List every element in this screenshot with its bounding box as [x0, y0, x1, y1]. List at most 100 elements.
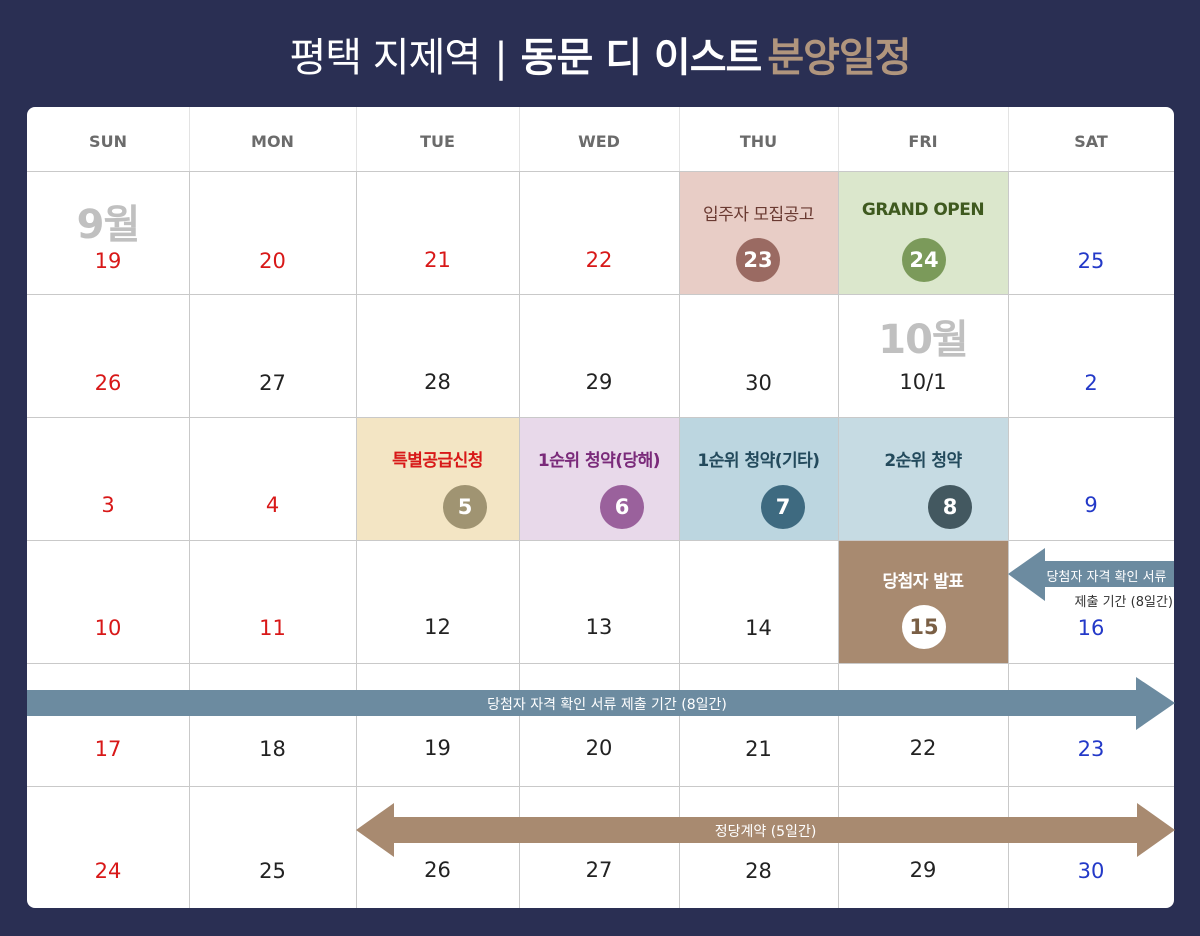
- day-number: 13: [585, 615, 613, 639]
- weekday-thu: THU: [739, 132, 778, 151]
- doc-callout-label: 당첨자 자격 확인 서류: [1046, 570, 1167, 585]
- day-cell[interactable]: 21: [679, 664, 838, 786]
- day-cell[interactable]: 24: [27, 787, 189, 908]
- grid-line: [838, 171, 839, 908]
- day-circle: 24: [902, 238, 946, 282]
- grid-line: [519, 171, 520, 908]
- grid-line: [838, 107, 839, 171]
- weekday-sun: SUN: [89, 132, 127, 151]
- day-cell[interactable]: 29: [519, 295, 679, 417]
- day-cell-grand-open[interactable]: GRAND OPEN 24: [838, 172, 1008, 294]
- grid-line: [189, 107, 190, 171]
- day-number: 3: [101, 493, 115, 517]
- day-cell-special-supply[interactable]: 특별공급신청 5: [356, 418, 519, 540]
- day-cell[interactable]: 20: [519, 664, 679, 786]
- grid-line: [27, 417, 1174, 418]
- day-number: 12: [424, 615, 451, 639]
- event-label-recruit: 입주자 모집공고: [703, 205, 814, 225]
- event-cell-special: [357, 418, 519, 540]
- day-number: 29: [909, 858, 937, 882]
- day-cell-second[interactable]: 2순위 청약 8: [838, 418, 1008, 540]
- title-project: 동문 디 이스트: [520, 35, 763, 81]
- event-cell-first-local: [520, 418, 679, 540]
- day-cell-first-local[interactable]: 1순위 청약(당해) 6: [519, 418, 679, 540]
- day-cell[interactable]: 12: [356, 541, 519, 663]
- day-circle: 23: [736, 238, 780, 282]
- weekday-fri: FRI: [908, 132, 938, 151]
- day-cell[interactable]: 26: [356, 787, 519, 908]
- day-number: 20: [585, 736, 613, 760]
- event-label-winner: 당첨자 발표: [882, 572, 964, 592]
- day-cell[interactable]: 11: [189, 541, 356, 663]
- day-cell[interactable]: 29: [838, 787, 1008, 908]
- day-cell[interactable]: 18: [189, 664, 356, 786]
- day-cell[interactable]: 2: [1008, 295, 1174, 417]
- day-cell[interactable]: 28: [356, 295, 519, 417]
- day-number: 25: [1077, 249, 1105, 273]
- day-cell[interactable]: 28: [679, 787, 838, 908]
- day-number: 21: [424, 248, 451, 272]
- day-cell[interactable]: 10월 10/1: [838, 295, 1008, 417]
- day-number: 9: [1084, 493, 1098, 517]
- month-label-sep: 9월: [76, 202, 141, 248]
- event-cell-first-other: [680, 418, 838, 540]
- day-cell[interactable]: 9월 19: [27, 172, 189, 294]
- day-cell[interactable]: 26: [27, 295, 189, 417]
- weekday-wed: WED: [578, 132, 620, 151]
- day-cell[interactable]: 30: [1008, 787, 1174, 908]
- day-number: 22: [909, 736, 937, 760]
- doc-callout-arrow: [1008, 548, 1174, 601]
- day-number: 27: [585, 858, 613, 882]
- grid-line: [189, 171, 190, 908]
- grid-line: [519, 107, 520, 171]
- day-cell[interactable]: 25: [1008, 172, 1174, 294]
- contract-arrow: [356, 803, 1175, 857]
- day-cell[interactable]: 4: [189, 418, 356, 540]
- day-cell[interactable]: 22: [519, 172, 679, 294]
- day-number: 10: [94, 616, 122, 640]
- day-cell[interactable]: 20: [189, 172, 356, 294]
- day-cell[interactable]: 10: [27, 541, 189, 663]
- day-cell[interactable]: 3: [27, 418, 189, 540]
- day-circle: 6: [600, 485, 644, 529]
- event-label-special: 특별공급신청: [392, 451, 483, 471]
- day-cell[interactable]: 19: [356, 664, 519, 786]
- grid-line: [27, 294, 1174, 295]
- day-cell[interactable]: 9: [1008, 418, 1174, 540]
- day-cell[interactable]: 25: [189, 787, 356, 908]
- day-cell[interactable]: 27: [519, 787, 679, 908]
- day-number: 28: [424, 370, 451, 394]
- day-circle: 5: [443, 485, 487, 529]
- day-cell-first-other[interactable]: 1순위 청약(기타) 7: [679, 418, 838, 540]
- day-circle: 7: [761, 485, 805, 529]
- day-number: 24: [94, 859, 122, 883]
- day-number: 29: [585, 370, 613, 394]
- contract-label: 정당계약 (5일간): [714, 824, 817, 840]
- day-cell[interactable]: 17: [27, 664, 189, 786]
- doc-submit-label: 당첨자 자격 확인 서류 제출 기간 (8일간): [487, 697, 727, 713]
- day-cell[interactable]: 21: [356, 172, 519, 294]
- day-cell[interactable]: 23: [1008, 664, 1174, 786]
- day-cell-winner-announce[interactable]: 당첨자 발표 15: [838, 541, 1008, 663]
- day-cell[interactable]: 13: [519, 541, 679, 663]
- grid-line: [27, 663, 1174, 664]
- day-cell-recruit-notice[interactable]: 입주자 모집공고 23: [679, 172, 838, 294]
- day-number: 23: [1077, 737, 1105, 761]
- day-number: 4: [265, 493, 280, 517]
- day-cell[interactable]: 27: [189, 295, 356, 417]
- day-number: 19: [94, 249, 122, 273]
- calendar: SUN MON TUE WED THU FRI SAT 9월 19 20 21 …: [27, 107, 1174, 908]
- day-cell[interactable]: 16: [1008, 541, 1174, 663]
- title-schedule: 분양일정: [767, 35, 911, 81]
- day-number: 11: [259, 616, 286, 640]
- day-number: 28: [745, 859, 772, 883]
- day-number: 25: [259, 859, 286, 883]
- event-label-second: 2순위 청약: [884, 451, 962, 471]
- day-cell[interactable]: 22: [838, 664, 1008, 786]
- weekday-mon: MON: [251, 132, 294, 151]
- day-number: 30: [1077, 859, 1105, 883]
- grid-line: [356, 107, 357, 171]
- event-label-first-local: 1순위 청약(당해): [537, 451, 661, 471]
- day-cell[interactable]: 30: [679, 295, 838, 417]
- day-cell[interactable]: 14: [679, 541, 838, 663]
